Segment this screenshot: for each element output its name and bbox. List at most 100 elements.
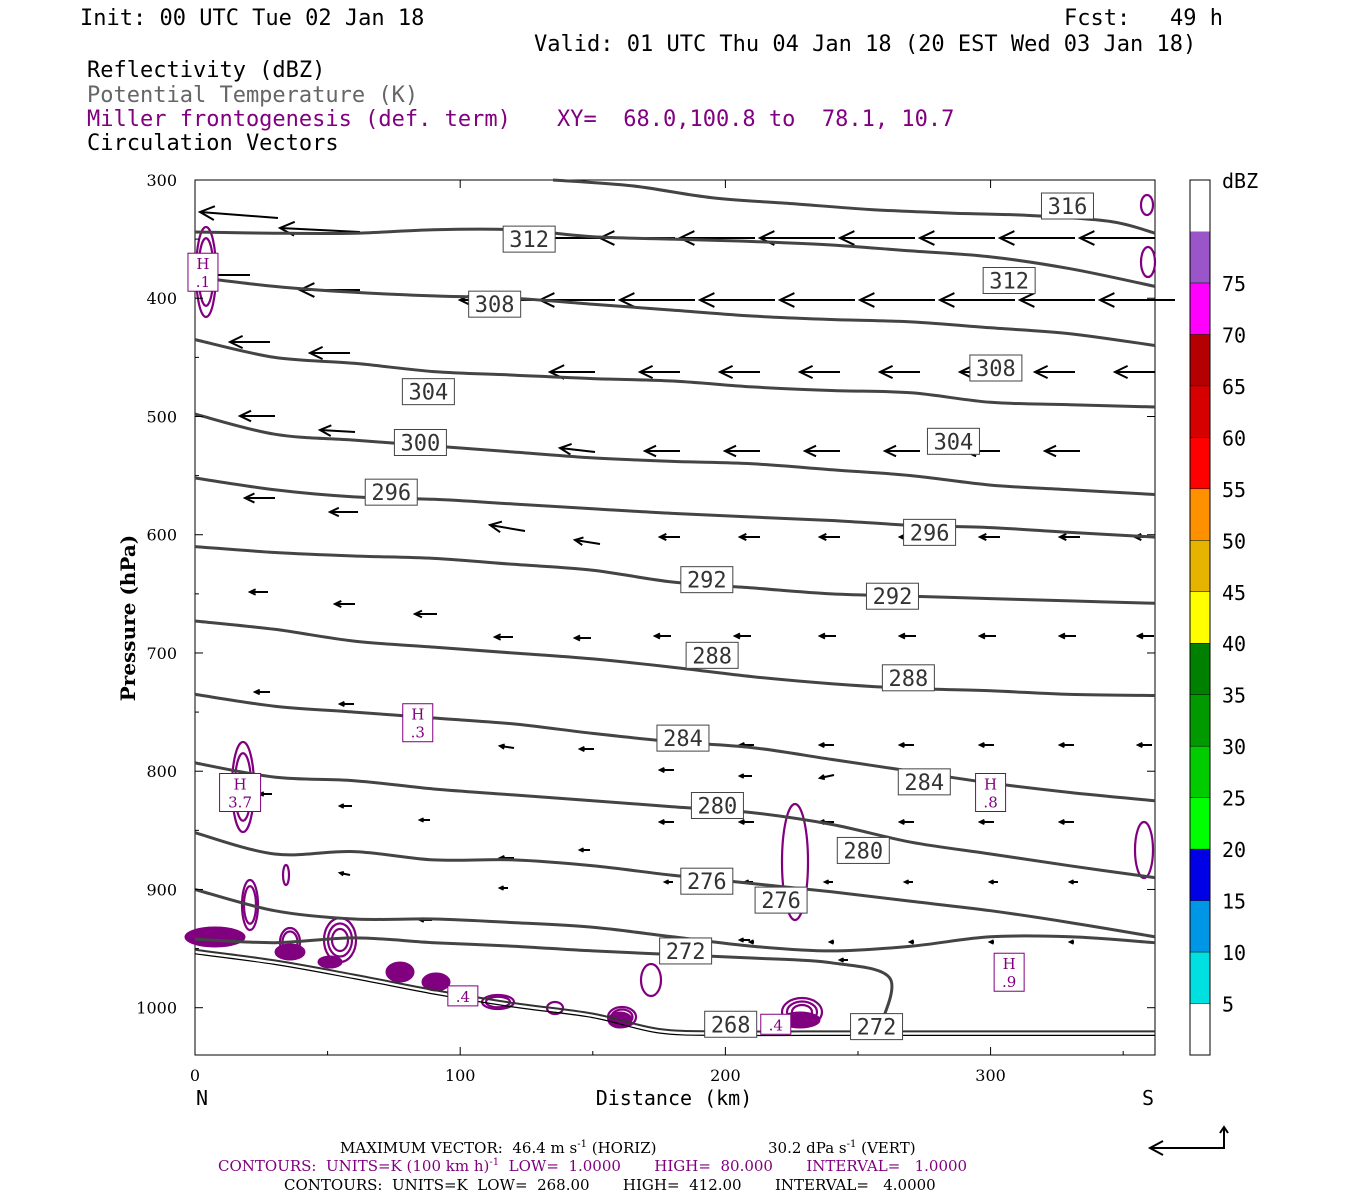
theta-label: 284 [897,768,951,796]
frontogenesis-label: .4 [447,985,479,1007]
circulation-vector [817,741,834,749]
axes: 300 400 500 600 700 800 900 1000 0 100 200 300 [136,171,1155,1085]
x-tick-label: 0 [190,1066,200,1085]
colorbar-segment [1190,488,1210,541]
frontogenesis-contour [639,962,663,998]
theta-contours [194,178,1156,1033]
colorbar-segment [1190,180,1210,232]
circulation-vector [657,818,674,826]
circulation-vector [412,609,437,619]
frontogenesis-labels: H.1H.3H3.7H.8H.9.4.4 [187,252,1025,1035]
theta-label: 300 [393,429,447,457]
theta-label: 288 [881,664,935,692]
circulation-vector [577,745,594,753]
circulation-vector [487,520,526,534]
x-end-label-north: N [196,1086,208,1110]
circulation-vector [977,818,994,826]
circulation-vector [662,879,673,885]
circulation-vector [1135,741,1152,749]
colorbar: dBZ 5 10 15 20 25 30 35 40 45 50 55 60 65 70 75 [1189,169,1258,1056]
theta-label: 304 [401,378,455,406]
svg-text:316: 316 [1048,195,1088,220]
terrain-line [194,953,1155,1037]
theta-label: 276 [754,886,808,914]
circulation-vector [857,292,935,308]
colorbar-label: 55 [1222,478,1246,502]
footer-fronto-contours: CONTOURS: UNITS=K (100 km h)-1 LOW= 1.00… [218,1157,967,1175]
svg-text:308: 308 [976,357,1016,382]
circulation-vector [242,492,275,504]
colorbar-label: 5 [1222,993,1234,1017]
colorbar-segment [1190,797,1210,850]
theta-contour-316 [194,227,1156,288]
circulation-vector [497,885,508,891]
theta-label: 308 [969,354,1023,382]
colorbar-label: 25 [1222,787,1246,811]
theta-label: 304 [926,427,980,455]
field-circulation-vectors: Circulation Vectors [87,131,339,156]
y-tick-label: 600 [146,526,177,545]
circulation-vector [907,939,915,945]
theta-contour-292 [194,619,1156,697]
circulation-vector [652,632,671,640]
theta-label: 288 [685,641,739,669]
theta-contour-labels: 316 312 312 308 308 304 304 300 296 296 292 292 288 2… [364,192,1094,1041]
circulation-vector [987,939,995,945]
circulation-vector [1042,444,1080,458]
cross-section-endpoints: XY= 68.0,100.8 to 78.1, 10.7 [557,107,954,132]
svg-text:312: 312 [989,270,1029,295]
theta-label: 308 [468,290,522,318]
x-tick-label: 100 [445,1066,476,1085]
colorbar-segment [1190,231,1210,283]
svg-text:280: 280 [843,839,883,864]
theta-contour-268 [194,948,1155,1033]
colorbar-label: 15 [1222,890,1246,914]
init-time: Init: 00 UTC Tue 02 Jan 18 [80,6,424,31]
circulation-vector [977,741,994,749]
y-tick-label: 900 [146,880,177,899]
circulation-vector [642,444,680,458]
svg-text:288: 288 [692,644,732,669]
colorbar-label: 70 [1222,323,1246,347]
figure-header: Init: 00 UTC Tue 02 Jan 18 Fcst: 49 h Va… [80,6,1223,156]
colorbar-segment [1190,643,1210,695]
svg-text:292: 292 [687,569,727,594]
circulation-vector [977,533,1000,541]
theta-label: 280 [836,836,890,864]
svg-text:300: 300 [401,432,441,457]
colorbar-label: 30 [1222,735,1246,759]
forecast-hour: Fcst: 49 h [1064,6,1223,31]
colorbar-segment [1190,282,1210,335]
theta-label: 268 [704,1010,758,1038]
circulation-vector [1057,632,1076,640]
circulation-vector [977,632,996,640]
svg-text:.9: .9 [1002,973,1016,991]
theta-label: 276 [680,867,734,895]
circulation-vector [1032,365,1075,379]
circulation-vector [317,424,356,437]
circulation-vector [802,444,840,458]
colorbar-label: 60 [1222,426,1246,450]
colorbar-label: 10 [1222,941,1246,965]
circulation-vector [882,444,920,458]
svg-text:H: H [411,706,424,724]
colorbar-label: 75 [1222,272,1246,296]
frontogenesis-contour [1133,820,1155,880]
circulation-vector [492,633,513,641]
circulation-vector [557,442,596,456]
theta-label: 280 [690,792,744,820]
circulation-vector [747,939,755,945]
svg-text:.1: .1 [196,273,210,291]
circulation-vector [817,774,835,781]
field-frontogenesis: Miller frontogenesis (def. term) [87,107,511,132]
circulation-vector [1017,292,1095,308]
svg-text:H: H [196,255,209,273]
colorbar-unit: dBZ [1222,169,1258,193]
svg-text:272: 272 [666,940,706,965]
terrain-surface [194,953,1155,1037]
svg-text:3.7: 3.7 [228,794,252,812]
colorbar-segment [1190,540,1210,592]
theta-contour-308 [194,338,1156,409]
circulation-vector [737,533,760,541]
circulation-vector [1067,939,1075,945]
